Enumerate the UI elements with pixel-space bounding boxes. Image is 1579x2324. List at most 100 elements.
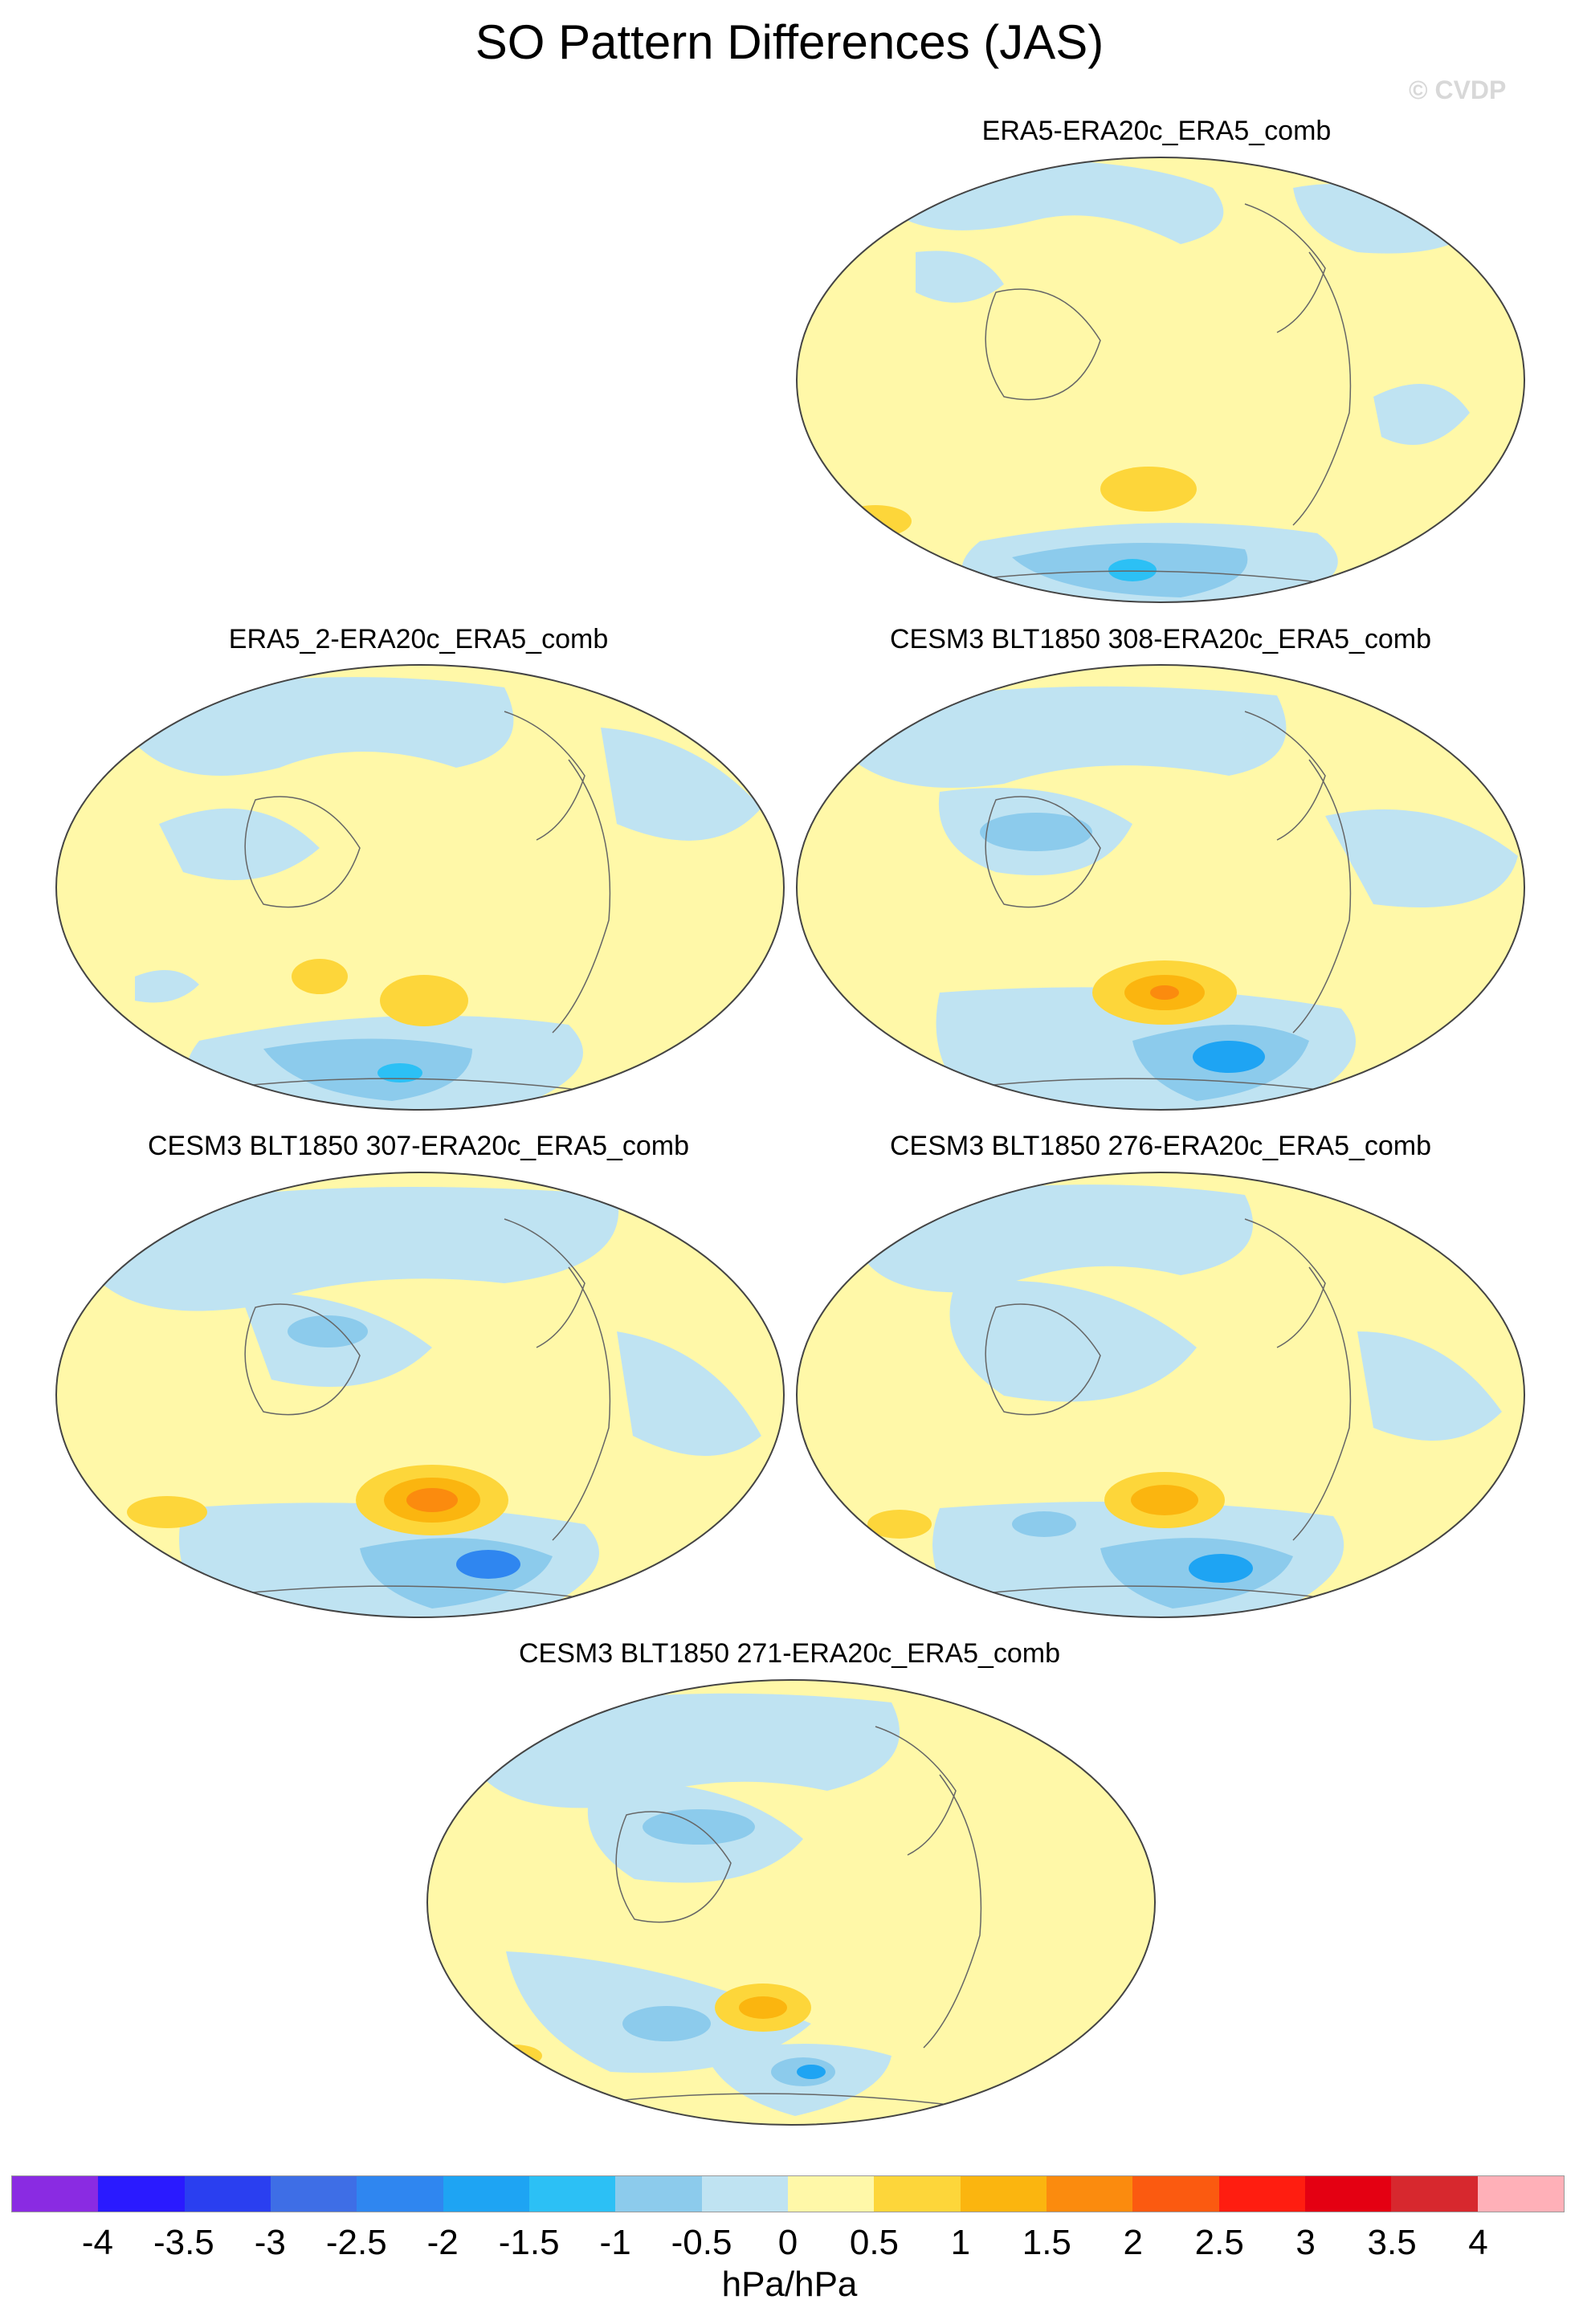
negative-anomaly-region xyxy=(949,1280,1197,1402)
colorbar-tick-label: 3.5 xyxy=(1367,2223,1417,2262)
colorbar-tick-label: 0.5 xyxy=(849,2223,900,2262)
colorbar-tick-label: 2 xyxy=(1123,2223,1143,2262)
positive-anomaly-core xyxy=(127,1496,207,1528)
negative-anomaly-core xyxy=(797,2065,826,2079)
negative-anomaly-region xyxy=(916,251,1004,303)
negative-anomaly-region xyxy=(1373,384,1470,445)
positive-anomaly-core xyxy=(406,1488,458,1512)
colorbar-swatch xyxy=(98,2176,185,2212)
coastline xyxy=(504,1218,585,1348)
figure-title: SO Pattern Differences (JAS) xyxy=(475,15,1104,69)
colorbar-swatch xyxy=(787,2176,875,2212)
globe-outline xyxy=(796,664,1525,1111)
negative-anomaly-region xyxy=(617,1331,761,1456)
colorbar-tick-label: -1 xyxy=(599,2223,631,2262)
colorbar-swatch xyxy=(1304,2176,1392,2212)
colorbar-swatch xyxy=(1477,2176,1564,2212)
positive-anomaly-core xyxy=(739,1996,787,2019)
positive-anomaly-core xyxy=(486,2045,542,2067)
colorbar-tick-label: 0 xyxy=(777,2223,798,2262)
coastline xyxy=(615,1811,732,1923)
colorbar-swatch xyxy=(443,2176,529,2212)
colorbar-swatch xyxy=(528,2176,616,2212)
negative-anomaly-region xyxy=(1325,809,1518,907)
coastline xyxy=(504,711,585,841)
negative-anomaly-region xyxy=(843,686,1287,788)
globe-outline xyxy=(55,664,785,1111)
negative-anomaly-region xyxy=(87,1187,619,1311)
negative-anomaly-region xyxy=(159,808,320,880)
coastline xyxy=(1244,711,1326,841)
coastline xyxy=(985,1303,1101,1416)
negative-anomaly-region xyxy=(135,970,199,1003)
coastline xyxy=(244,1303,361,1416)
positive-anomaly-core xyxy=(839,505,912,537)
colorbar-tick-label: 1.5 xyxy=(1022,2223,1071,2262)
colorbar-swatch xyxy=(960,2176,1047,2212)
colorbar-swatch xyxy=(615,2176,702,2212)
positive-anomaly-core xyxy=(867,1510,932,1539)
colorbar-swatch xyxy=(12,2176,99,2212)
colorbar-swatch xyxy=(1391,2176,1478,2212)
coastline xyxy=(923,1774,982,2049)
panel-title-1: ERA5-ERA20c_ERA5_comb xyxy=(981,116,1332,146)
negative-anomaly-region xyxy=(622,2006,711,2041)
colorbar-swatch xyxy=(1218,2176,1305,2212)
negative-anomaly-region xyxy=(859,1184,1253,1293)
cvdp-watermark: © CVDP xyxy=(1409,75,1507,104)
positive-anomaly-core xyxy=(1100,467,1197,512)
positive-anomaly-core xyxy=(1150,985,1179,1000)
positive-anomaly-core xyxy=(292,959,348,994)
coastline xyxy=(1292,1266,1352,1541)
colorbar-swatch xyxy=(701,2176,788,2212)
globe-map-panel-6 xyxy=(426,1679,1156,2126)
colorbar xyxy=(11,2175,1565,2212)
coastline xyxy=(985,288,1101,401)
negative-anomaly-core xyxy=(1189,1554,1253,1583)
positive-anomaly-core xyxy=(380,975,468,1026)
globe-map-panel-4 xyxy=(55,1172,785,1618)
colorbar-tick-label: 1 xyxy=(950,2223,971,2262)
negative-anomaly-region xyxy=(263,1038,472,1101)
globe-outline xyxy=(796,157,1525,603)
globe-outline xyxy=(426,1679,1156,2126)
panel-title-4: CESM3 BLT1850 307-ERA20c_ERA5_comb xyxy=(147,1131,690,1161)
coastline xyxy=(985,796,1101,908)
coastline xyxy=(244,796,361,908)
colorbar-tick-label: -1.5 xyxy=(498,2223,560,2262)
positive-anomaly-core xyxy=(1131,1485,1198,1515)
negative-anomaly-core xyxy=(377,1063,422,1082)
coastline xyxy=(1244,1218,1326,1348)
coastline xyxy=(552,759,611,1034)
colorbar-swatch xyxy=(874,2176,961,2212)
colorbar-swatch xyxy=(184,2176,271,2212)
negative-anomaly-region xyxy=(474,1693,900,1808)
negative-anomaly-region xyxy=(135,677,514,776)
panel-title-6: CESM3 BLT1850 271-ERA20c_ERA5_comb xyxy=(518,1638,1061,1669)
colorbar-tick-label: -0.5 xyxy=(671,2223,732,2262)
colorbar-tick-label: 4 xyxy=(1468,2223,1488,2262)
colorbar-swatch xyxy=(270,2176,357,2212)
colorbar-swatch xyxy=(1046,2176,1133,2212)
negative-anomaly-core xyxy=(1108,559,1157,581)
globe-map-panel-3 xyxy=(796,664,1525,1111)
colorbar-tick-label: -3.5 xyxy=(153,2223,214,2262)
colorbar-tick-label: -2.5 xyxy=(325,2223,387,2262)
colorbar-swatch xyxy=(1132,2176,1219,2212)
negative-anomaly-region xyxy=(601,728,761,841)
colorbar-swatch xyxy=(357,2176,443,2212)
globe-outline xyxy=(55,1172,785,1618)
coastline xyxy=(552,1266,611,1541)
negative-anomaly-region xyxy=(1357,1331,1502,1441)
negative-anomaly-region xyxy=(980,813,1092,851)
globe-map-panel-2 xyxy=(55,664,785,1111)
coastline xyxy=(1292,759,1352,1034)
coastline xyxy=(1292,251,1352,526)
globe-map-panel-5 xyxy=(796,1172,1525,1618)
panel-title-3: CESM3 BLT1850 308-ERA20c_ERA5_comb xyxy=(889,624,1432,654)
colorbar-tick-label: 2.5 xyxy=(1194,2223,1244,2262)
colorbar-tick-label: -4 xyxy=(81,2223,113,2262)
panel-title-2: ERA5_2-ERA20c_ERA5_comb xyxy=(228,624,609,654)
negative-anomaly-core xyxy=(456,1550,520,1579)
globe-map-panel-1 xyxy=(796,157,1525,603)
